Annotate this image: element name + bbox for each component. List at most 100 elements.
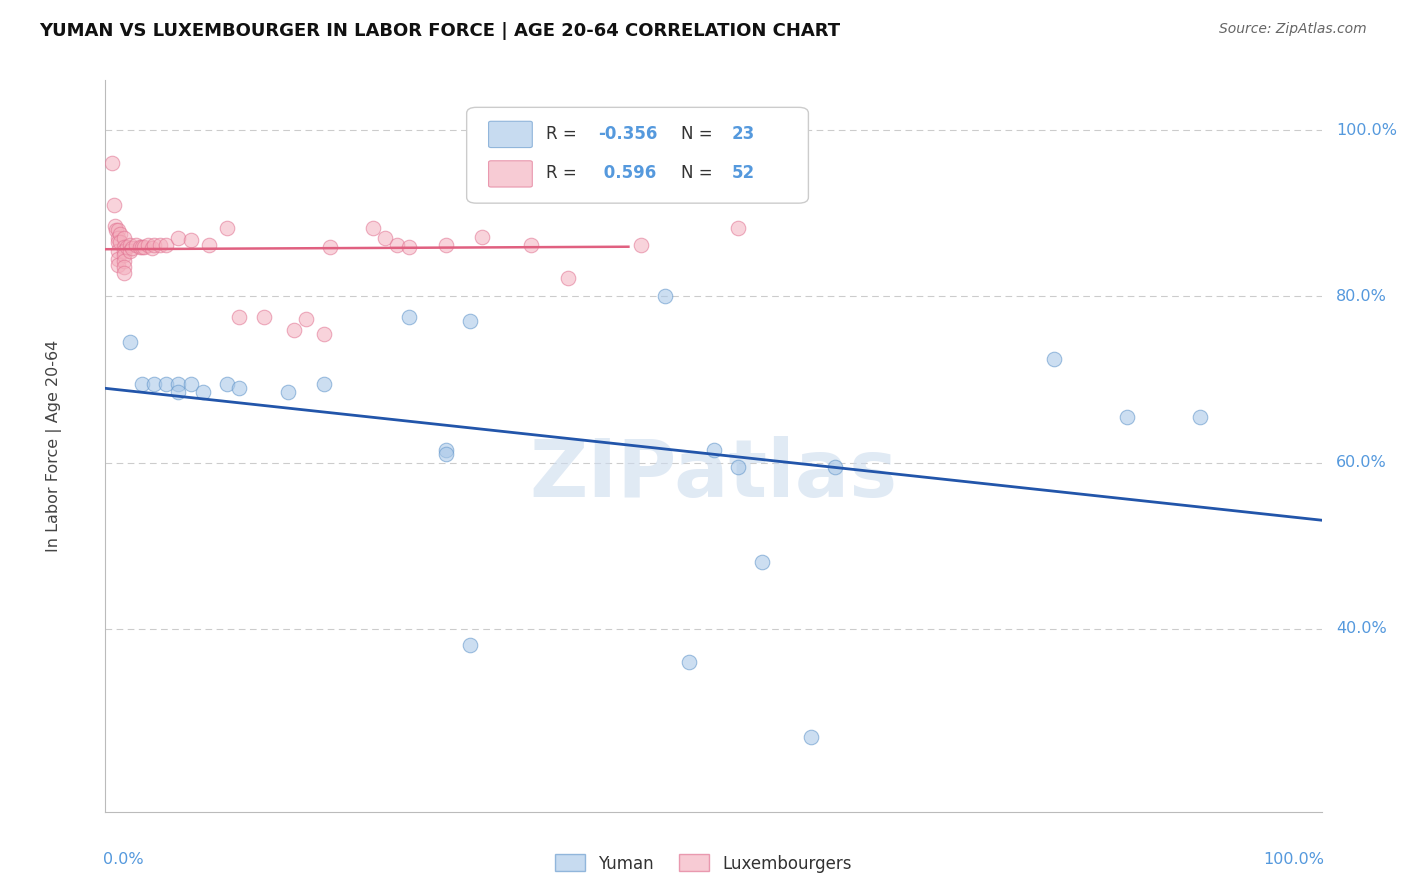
Point: [434, 447, 457, 461]
Point: [112, 253, 135, 268]
Point: [198, 238, 221, 252]
Point: [131, 239, 153, 253]
Point: [108, 235, 131, 250]
Point: [107, 231, 129, 245]
Point: [277, 384, 299, 399]
Text: -0.356: -0.356: [598, 125, 658, 143]
Point: [141, 241, 163, 255]
Text: 60.0%: 60.0%: [1336, 455, 1386, 470]
Point: [108, 227, 131, 241]
Point: [112, 266, 135, 280]
Point: [112, 239, 135, 253]
Point: [167, 376, 190, 391]
Point: [125, 238, 148, 252]
Point: [149, 238, 172, 252]
Point: [107, 252, 129, 266]
Point: [1116, 409, 1139, 424]
Point: [727, 459, 749, 474]
Point: [217, 376, 239, 391]
Point: [107, 235, 129, 250]
Text: N =: N =: [681, 164, 713, 182]
Text: 0.0%: 0.0%: [103, 852, 143, 867]
Point: [1189, 409, 1212, 424]
Point: [217, 221, 239, 235]
Point: [434, 443, 457, 458]
Point: [118, 238, 141, 252]
Point: [143, 376, 166, 391]
Point: [824, 459, 846, 474]
Point: [702, 443, 725, 458]
Point: [398, 310, 420, 325]
Point: [131, 376, 153, 391]
Point: [387, 238, 409, 252]
Point: [136, 238, 159, 252]
Text: In Labor Force | Age 20-64: In Labor Force | Age 20-64: [46, 340, 62, 552]
Point: [118, 335, 141, 350]
Point: [520, 238, 543, 252]
Text: 52: 52: [731, 164, 755, 182]
Text: ZIPatlas: ZIPatlas: [530, 436, 897, 515]
Point: [228, 381, 250, 395]
Legend: Yuman, Luxembourgers: Yuman, Luxembourgers: [548, 847, 858, 880]
Text: 0.596: 0.596: [598, 164, 657, 182]
Point: [228, 310, 250, 325]
Point: [155, 238, 177, 252]
Point: [800, 730, 823, 744]
Point: [252, 310, 274, 325]
Point: [107, 223, 129, 237]
Text: 40.0%: 40.0%: [1336, 622, 1386, 636]
Point: [361, 221, 384, 235]
Point: [471, 229, 494, 244]
Point: [180, 233, 202, 247]
FancyBboxPatch shape: [467, 107, 808, 203]
Point: [104, 219, 127, 233]
Text: 80.0%: 80.0%: [1336, 289, 1388, 304]
Point: [727, 221, 749, 235]
Point: [112, 244, 135, 258]
Point: [103, 198, 125, 212]
Point: [314, 376, 336, 391]
Point: [374, 231, 396, 245]
Point: [1043, 351, 1066, 366]
Point: [314, 326, 336, 341]
FancyBboxPatch shape: [488, 161, 533, 187]
FancyBboxPatch shape: [488, 121, 533, 147]
Text: R =: R =: [546, 125, 576, 143]
Text: Source: ZipAtlas.com: Source: ZipAtlas.com: [1219, 22, 1367, 37]
Text: 100.0%: 100.0%: [1336, 123, 1398, 137]
Point: [112, 248, 135, 262]
Point: [143, 238, 166, 252]
Point: [581, 141, 603, 155]
Point: [121, 241, 143, 255]
Point: [295, 311, 318, 326]
Point: [434, 238, 457, 252]
Point: [107, 258, 129, 272]
Point: [678, 655, 700, 669]
Point: [283, 323, 305, 337]
Point: [458, 639, 481, 653]
Point: [118, 244, 141, 258]
Point: [105, 223, 128, 237]
Point: [167, 384, 190, 399]
Point: [117, 239, 139, 253]
Text: YUMAN VS LUXEMBOURGER IN LABOR FORCE | AGE 20-64 CORRELATION CHART: YUMAN VS LUXEMBOURGER IN LABOR FORCE | A…: [39, 22, 841, 40]
Point: [319, 239, 342, 253]
Point: [458, 314, 481, 328]
Text: 23: 23: [731, 125, 755, 143]
Point: [167, 231, 190, 245]
Point: [630, 238, 652, 252]
Text: N =: N =: [681, 125, 713, 143]
Point: [112, 260, 135, 275]
Text: 100.0%: 100.0%: [1263, 852, 1324, 867]
Point: [128, 239, 150, 253]
Point: [398, 239, 420, 253]
Point: [155, 376, 177, 391]
Point: [557, 271, 579, 285]
Point: [191, 384, 214, 399]
Point: [134, 239, 156, 253]
Text: R =: R =: [546, 164, 576, 182]
Point: [107, 244, 129, 258]
Point: [654, 289, 676, 303]
Point: [180, 376, 202, 391]
Point: [112, 231, 135, 245]
